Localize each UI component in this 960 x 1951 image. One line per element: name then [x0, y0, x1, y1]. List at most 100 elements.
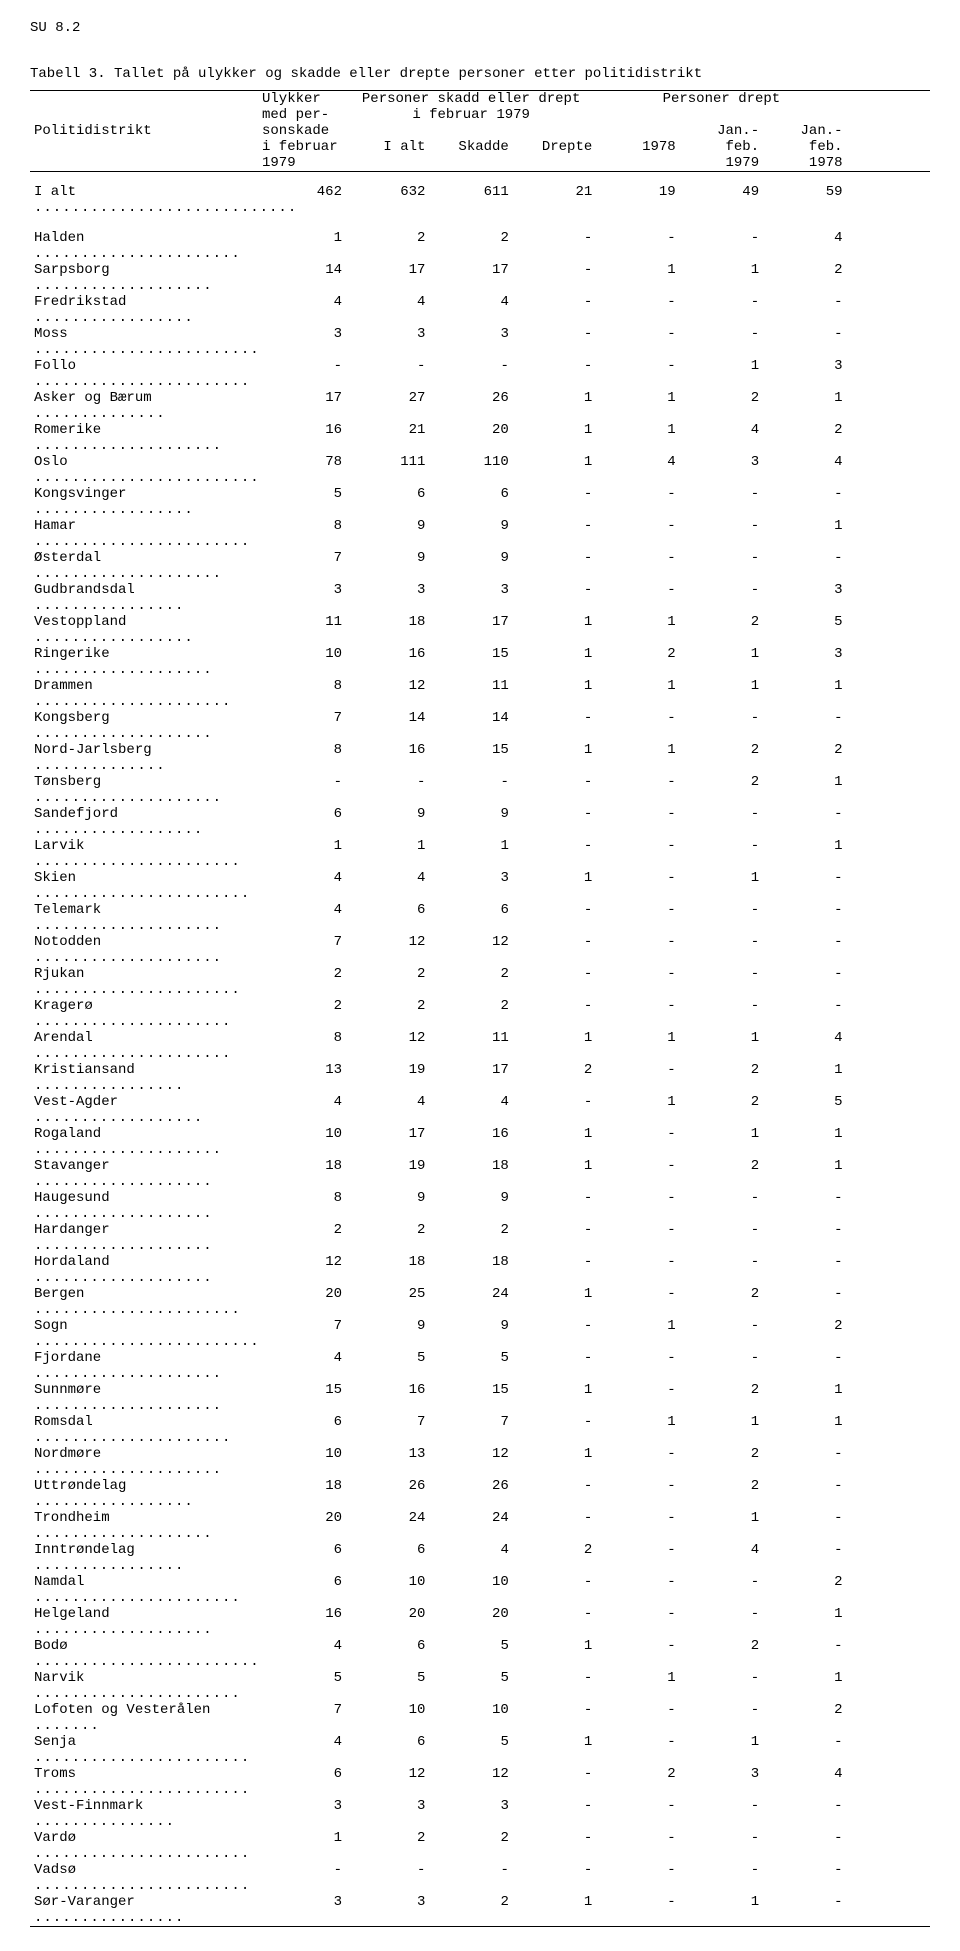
cell: 2 [429, 998, 512, 1030]
row-label: Sør-Varanger [34, 1894, 135, 1910]
cell: 8 [258, 742, 346, 774]
cell: - [680, 550, 763, 582]
cell: 6 [258, 806, 346, 838]
cell: 2 [346, 1830, 429, 1862]
cell: 12 [429, 934, 512, 966]
cell: 1 [763, 838, 846, 870]
row-label: Hamar [34, 518, 76, 534]
table-row: Sogn ........................799-1-2 [30, 1318, 930, 1350]
cell: 2 [429, 1830, 512, 1862]
row-label: Skien [34, 870, 76, 886]
cell: - [596, 1350, 679, 1382]
cell: - [513, 838, 596, 870]
cell: 1 [513, 454, 596, 486]
cell: - [763, 1542, 846, 1574]
row-label: Hardanger [34, 1222, 110, 1238]
row-label: Moss [34, 326, 68, 342]
dots: ................. [34, 310, 194, 326]
cell: - [513, 1798, 596, 1830]
cell: - [513, 1606, 596, 1638]
row-label: Romerike [34, 422, 101, 438]
table-row: Oslo ........................78111110143… [30, 454, 930, 486]
cell: - [258, 358, 346, 390]
dots: .................. [34, 822, 203, 838]
cell: 17 [346, 1126, 429, 1158]
cell: 1 [680, 870, 763, 902]
page-header: SU 8.2 [30, 20, 930, 36]
cell: 6 [258, 1766, 346, 1798]
table-row: Notodden ....................71212---- [30, 934, 930, 966]
dots: ...................... [34, 1302, 241, 1318]
dots: ....................... [34, 1878, 250, 1894]
totals-ialt: 632 [346, 176, 429, 230]
cell: 12 [258, 1254, 346, 1286]
cell: 2 [680, 1638, 763, 1670]
table-row: Sarpsborg ...................141717-112 [30, 262, 930, 294]
cell: 24 [346, 1510, 429, 1542]
cell: - [596, 582, 679, 614]
cell: 10 [429, 1574, 512, 1606]
cell: 7 [258, 710, 346, 742]
dots: ....................... [34, 1846, 250, 1862]
cell: - [596, 326, 679, 358]
cell: 15 [429, 1382, 512, 1414]
row-label: Inntrøndelag [34, 1542, 135, 1558]
dots: .................... [34, 1366, 222, 1382]
cell: 5 [429, 1638, 512, 1670]
cell: 16 [346, 742, 429, 774]
cell: 3 [680, 454, 763, 486]
cell: 1 [513, 422, 596, 454]
cell: 4 [258, 870, 346, 902]
table-row: Sør-Varanger ................3321-1- [30, 1894, 930, 1927]
table-row: Skien .......................4431-1- [30, 870, 930, 902]
cell: - [346, 774, 429, 806]
row-label: Sunnmøre [34, 1382, 101, 1398]
cell: 1 [596, 422, 679, 454]
cell: 1 [596, 742, 679, 774]
dots: .................. [34, 1110, 203, 1126]
cell: 1 [596, 1670, 679, 1702]
row-label: Sogn [34, 1318, 68, 1334]
cell: 6 [429, 486, 512, 518]
row-label: Follo [34, 358, 76, 374]
table-row: Hardanger ...................222---- [30, 1222, 930, 1254]
row-label: Sandefjord [34, 806, 118, 822]
cell: - [596, 486, 679, 518]
table-row: Vestoppland .................1118171125 [30, 614, 930, 646]
cell: 2 [596, 1766, 679, 1798]
cell: - [763, 966, 846, 998]
cell: 5 [429, 1350, 512, 1382]
dots: ........................ [34, 342, 260, 358]
cell: 2 [429, 1894, 512, 1927]
cell: 20 [258, 1286, 346, 1318]
row-label: Trondheim [34, 1510, 110, 1526]
cell: 6 [346, 902, 429, 934]
cell: - [513, 1254, 596, 1286]
cell: - [596, 1510, 679, 1542]
cell: 7 [429, 1414, 512, 1446]
cell: 1 [513, 1030, 596, 1062]
table-row: Rogaland ....................1017161-11 [30, 1126, 930, 1158]
table-row: Haugesund ...................899---- [30, 1190, 930, 1222]
cell: 4 [258, 902, 346, 934]
table-row: Rjukan ......................222---- [30, 966, 930, 998]
cell: - [680, 294, 763, 326]
cell: 18 [346, 614, 429, 646]
row-label: Romsdal [34, 1414, 93, 1430]
cell: 15 [429, 646, 512, 678]
cell: 9 [429, 518, 512, 550]
dots: ................... [34, 278, 213, 294]
col-group-drept: Personer drept [596, 91, 846, 124]
cell: 3 [258, 1894, 346, 1927]
cell: 3 [763, 582, 846, 614]
cell: - [513, 774, 596, 806]
cell: 1 [763, 390, 846, 422]
cell: - [513, 230, 596, 262]
dots: ....................... [34, 534, 250, 550]
cell: 19 [346, 1062, 429, 1094]
cell: - [680, 838, 763, 870]
row-label: Bergen [34, 1286, 84, 1302]
cell: - [596, 294, 679, 326]
cell: - [596, 1638, 679, 1670]
cell: - [596, 998, 679, 1030]
